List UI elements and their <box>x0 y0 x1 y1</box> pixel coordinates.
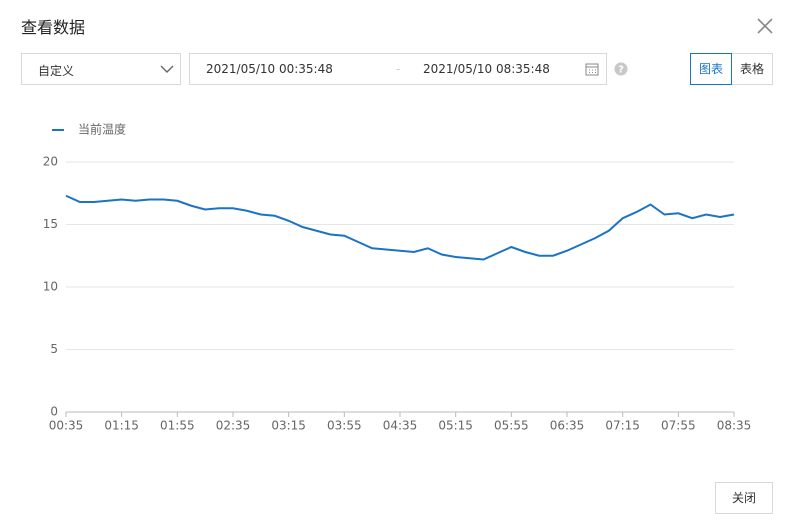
line <box>65 194 735 261</box>
x-tick-label: 03:15 <box>271 419 306 433</box>
legend-label: 当前温度 <box>78 122 126 137</box>
chart: 0 5 10 15 20 00:35 01:15 01:55 02:35 03:15 03:55 04… <box>43 122 752 433</box>
y-tick-label: 20 <box>43 155 58 169</box>
tab-chart[interactable]: 图表 <box>690 53 732 85</box>
x-tick-label: 07:55 <box>661 419 696 433</box>
tab-table[interactable]: 表格 <box>731 53 773 85</box>
close-button[interactable]: 关闭 <box>715 482 773 514</box>
help-icon[interactable]: ? <box>614 62 628 76</box>
x-tick-label: 05:15 <box>438 419 473 433</box>
date-range[interactable]: 2021/05/10 00:35:48 - 2021/05/10 08:35:4… <box>189 53 607 85</box>
svg-text:?: ? <box>618 65 624 76</box>
y-tick-label: 10 <box>43 280 58 294</box>
dialog-title: 查看数据 <box>21 18 86 37</box>
start-date: 2021/05/10 00:35:48 <box>206 62 333 76</box>
chevron <box>160 65 174 73</box>
x-tick-label: 05:55 <box>494 419 529 433</box>
x-tick-label: 01:55 <box>160 419 195 433</box>
x-tick-label: 00:35 <box>49 419 84 433</box>
end-date: 2021/05/10 08:35:48 <box>423 62 550 76</box>
y-tick-label: 15 <box>43 217 58 231</box>
select-text: 自定义 <box>38 64 75 78</box>
calendar-icon <box>585 63 599 76</box>
x-tick-label: 03:55 <box>327 419 362 433</box>
y-tick-label: 5 <box>50 342 58 356</box>
range-select[interactable]: 自定义 <box>21 53 181 85</box>
x-tick-label: 07:15 <box>605 419 640 433</box>
x-tick-label: 06:35 <box>550 419 585 433</box>
x-tick-label: 04:35 <box>383 419 418 433</box>
separator: - <box>396 62 401 76</box>
y-tick-label: 0 <box>50 405 58 419</box>
x-tick-label: 02:35 <box>216 419 251 433</box>
close-icon[interactable] <box>756 17 774 35</box>
x-tick-label: 08:35 <box>717 419 752 433</box>
x-tick-label: 01:15 <box>104 419 139 433</box>
